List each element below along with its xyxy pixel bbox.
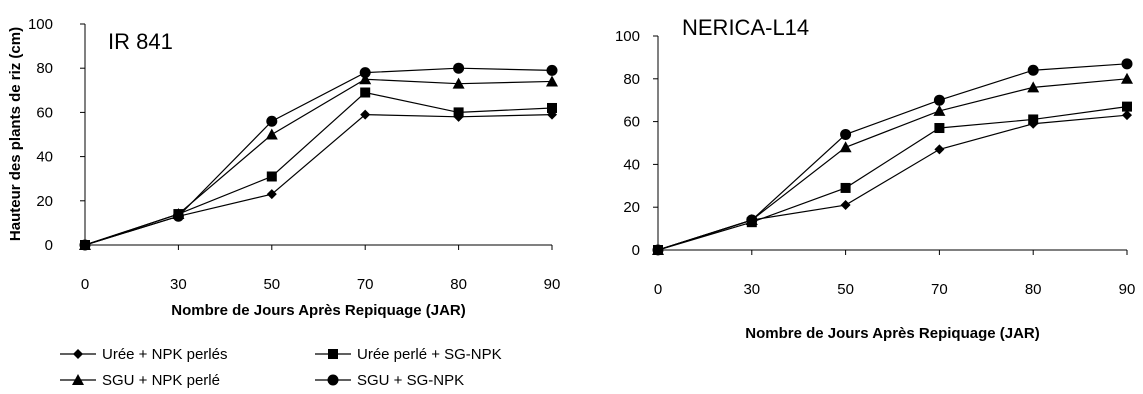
x-tick-label: 50 — [263, 276, 280, 293]
data-point — [840, 200, 851, 211]
y-tick-label: 60 — [623, 114, 640, 131]
series-square — [80, 87, 557, 250]
data-point — [934, 123, 945, 134]
chart-title: IR 841 — [108, 29, 173, 54]
data-point — [453, 62, 465, 74]
legend-label: Urée perlé + SG-NPK — [357, 346, 502, 363]
series-triangle — [79, 73, 558, 250]
legend-label: Urée + NPK perlés — [102, 346, 227, 363]
y-tick-label: 40 — [36, 149, 53, 166]
y-tick-label: 60 — [36, 104, 53, 121]
legend: Urée + NPK perlés Urée perlé + SG-NPK SGU … — [60, 346, 502, 389]
data-point — [1122, 101, 1132, 112]
series-diamond — [653, 110, 1132, 255]
chart-panel-2: 0 20 40 60 80 100 0 30 50 70 80 90 NERICA-L14 Nombre … — [615, 15, 1135, 342]
x-tick-label: 30 — [743, 281, 760, 298]
x-axis-label: Nombre de Jours Après Repiquage (JAR) — [745, 325, 1040, 342]
data-point — [933, 104, 946, 116]
data-point — [546, 64, 558, 76]
x-tick-label: 80 — [1025, 281, 1042, 298]
x-tick-label: 90 — [544, 276, 561, 293]
data-point — [1121, 58, 1133, 70]
x-tick-label: 0 — [81, 276, 89, 293]
series-line — [84, 67, 553, 246]
data-point — [359, 67, 371, 79]
x-tick-label: 70 — [931, 281, 948, 298]
data-point — [546, 75, 558, 87]
series-square — [653, 101, 1132, 255]
legend-item: Urée perlé + SG-NPK — [315, 346, 502, 363]
legend-marker-diamond — [73, 349, 83, 359]
y-tick-label: 0 — [632, 242, 640, 259]
data-point — [839, 141, 852, 153]
x-tick-label: 80 — [450, 276, 467, 293]
y-tick-label: 0 — [45, 237, 53, 254]
legend-item: SGU + NPK perlé — [60, 372, 220, 389]
data-point — [746, 214, 758, 226]
data-point — [652, 244, 664, 256]
series-line — [657, 114, 1128, 251]
legend-item: SGU + SG-NPK — [315, 372, 464, 389]
series-diamond — [80, 109, 557, 250]
y-tick-label: 20 — [36, 193, 53, 210]
x-tick-label: 70 — [357, 276, 374, 293]
y-tick-label: 80 — [623, 71, 640, 88]
legend-marker-circle — [327, 374, 339, 386]
series-circle — [652, 58, 1133, 256]
y-tick-label: 40 — [623, 156, 640, 173]
x-tick-label: 50 — [837, 281, 854, 298]
data-point — [840, 182, 851, 193]
legend-label: SGU + SG-NPK — [357, 372, 464, 389]
legend-label: SGU + NPK perlé — [102, 372, 220, 389]
data-point — [1027, 64, 1039, 76]
data-point — [266, 115, 278, 127]
data-point — [360, 109, 371, 120]
data-point — [840, 128, 852, 140]
y-tick-label: 20 — [623, 199, 640, 216]
x-tick-label: 30 — [170, 276, 187, 293]
data-point — [933, 94, 945, 106]
data-point — [172, 210, 184, 222]
series-line — [84, 78, 553, 246]
x-tick-label: 90 — [1119, 281, 1136, 298]
x-tick-label: 0 — [654, 281, 662, 298]
series-circle — [79, 62, 558, 251]
data-point — [265, 128, 278, 140]
data-point — [1027, 81, 1040, 93]
chart-title: NERICA-L14 — [682, 15, 809, 40]
chart-panel-1: 0 20 40 60 80 100 0 30 50 70 80 90 IR 841 Nombre de J… — [7, 16, 560, 319]
legend-marker-square — [328, 349, 338, 359]
data-point — [1121, 72, 1133, 84]
data-point — [266, 171, 277, 182]
series-line — [657, 78, 1128, 251]
data-point — [79, 239, 91, 251]
y-axis-label: Hauteur des plants de riz (cm) — [7, 27, 24, 241]
y-tick-label: 80 — [36, 60, 53, 77]
series-line — [657, 63, 1128, 251]
data-point — [1028, 114, 1039, 125]
y-tick-label: 100 — [615, 28, 640, 45]
data-point — [360, 87, 371, 98]
data-point — [1122, 110, 1132, 121]
y-tick-label: 100 — [28, 16, 53, 33]
data-point — [934, 144, 945, 155]
series-line — [657, 106, 1128, 251]
data-point — [452, 77, 465, 89]
data-point — [547, 102, 557, 113]
series-triangle — [652, 72, 1133, 255]
data-point — [359, 73, 372, 85]
data-point — [453, 107, 464, 118]
legend-marker-triangle — [72, 374, 84, 385]
data-point — [266, 189, 277, 200]
legend-item: Urée + NPK perlés — [60, 346, 227, 363]
x-axis-label: Nombre de Jours Après Repiquage (JAR) — [171, 302, 466, 319]
